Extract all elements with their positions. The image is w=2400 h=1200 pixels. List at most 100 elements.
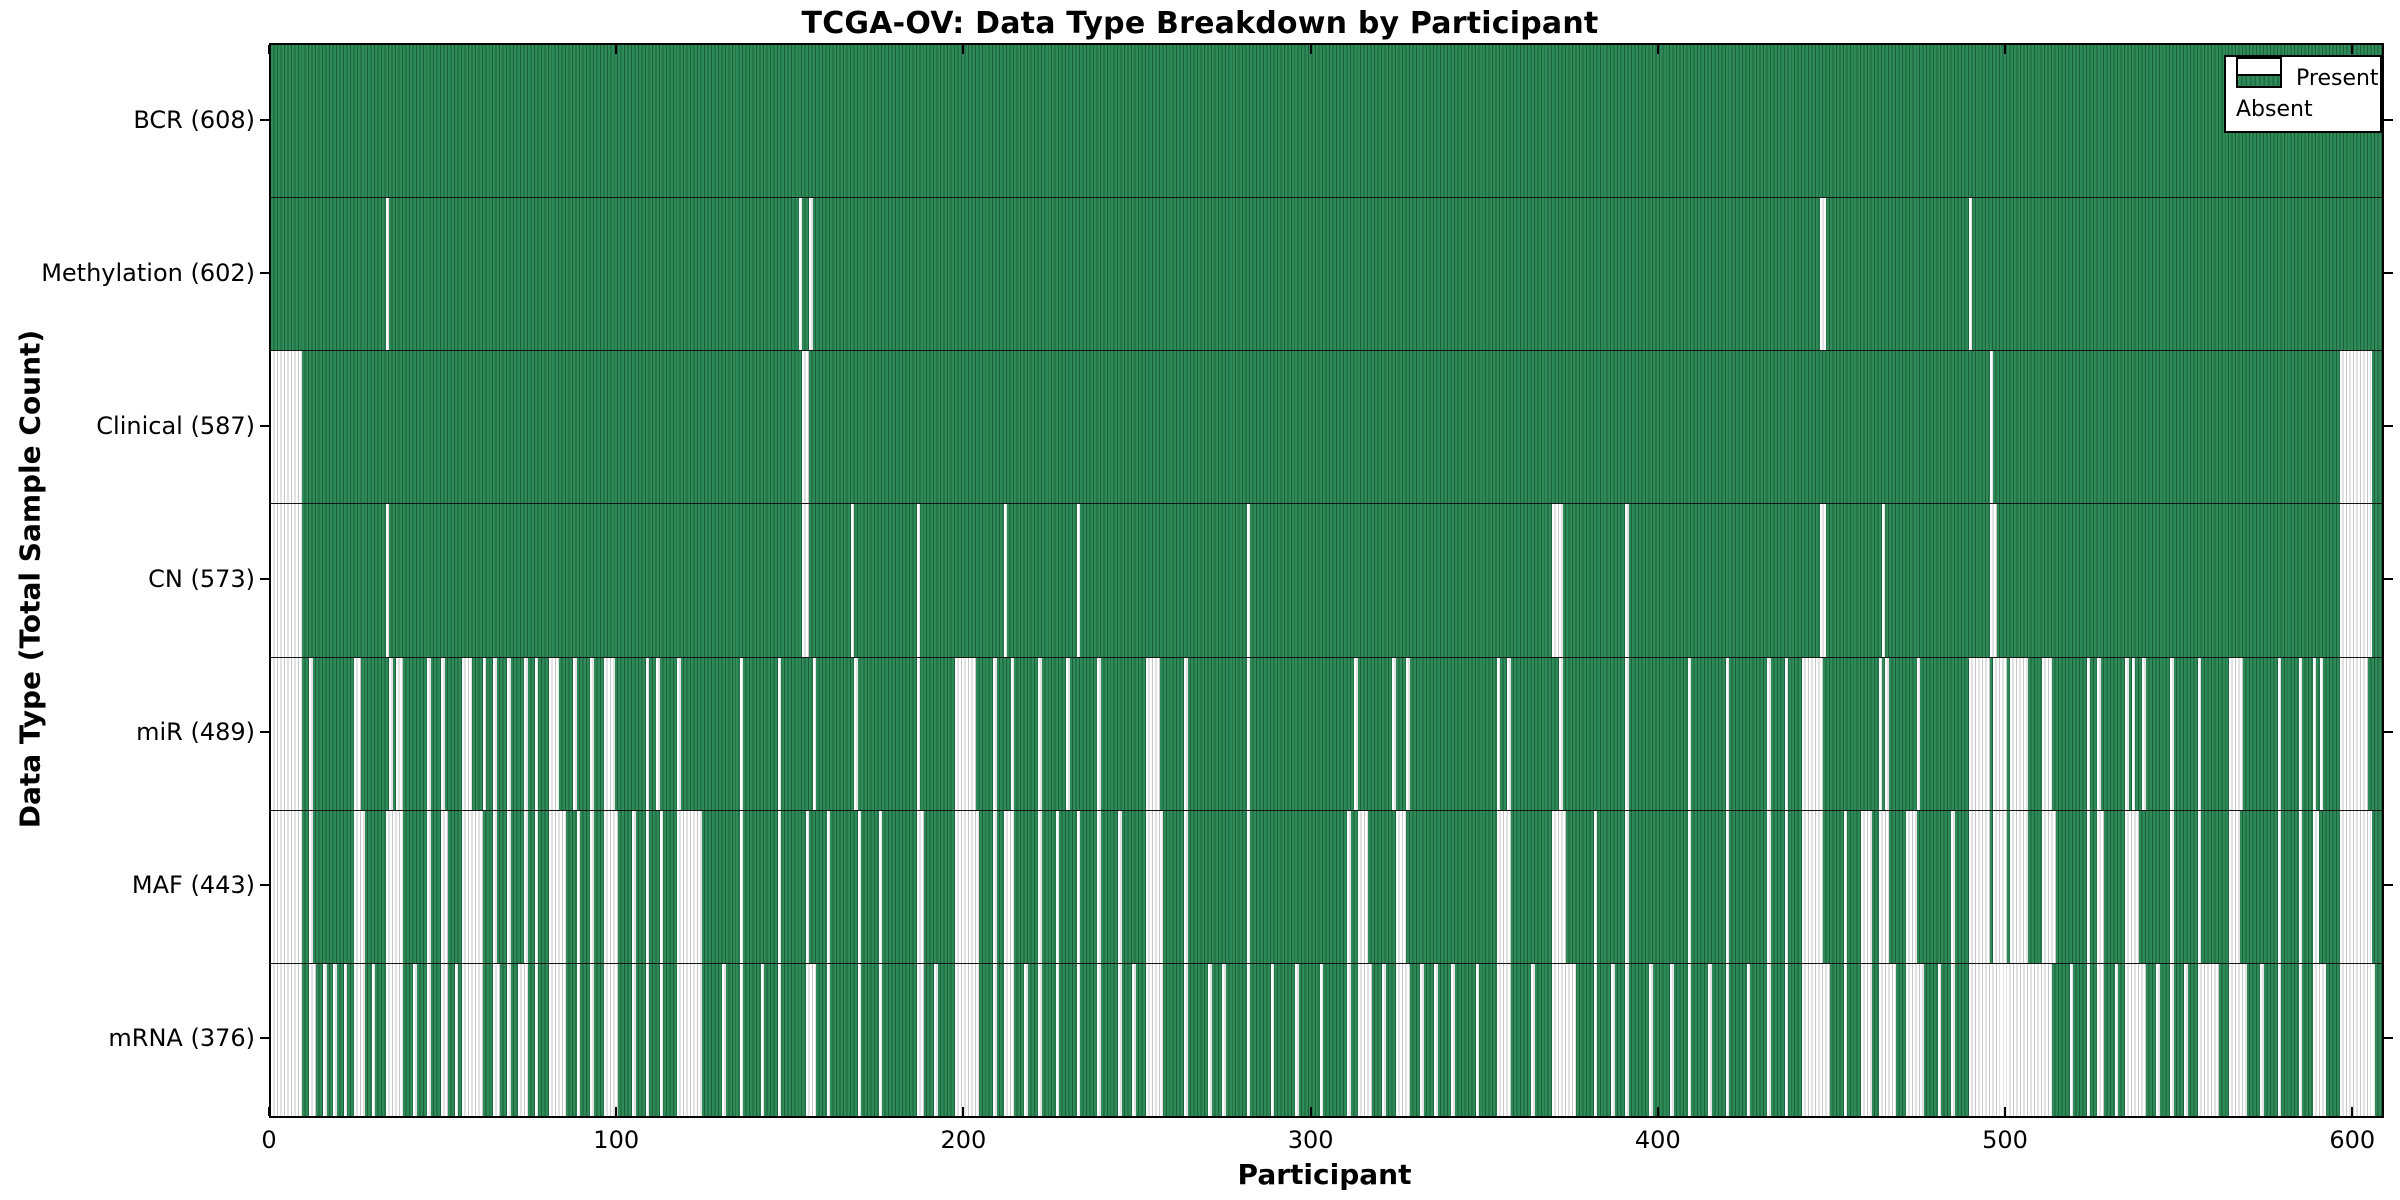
absent-segment xyxy=(802,351,810,504)
absent-segment xyxy=(1989,351,1994,504)
absent-segment xyxy=(1819,198,1827,351)
y-tick-label-Methylation: Methylation (602) xyxy=(41,258,255,287)
absent-segment xyxy=(1593,963,1598,1116)
absent-segment xyxy=(354,657,362,810)
absent-segment xyxy=(1767,810,1771,963)
absent-segment xyxy=(805,963,817,1116)
tick-mark xyxy=(2384,1036,2393,1039)
tick-mark xyxy=(2384,883,2393,886)
row-BCR xyxy=(271,45,2382,198)
absent-segment xyxy=(323,963,327,1116)
absent-segment xyxy=(1145,810,1164,963)
absent-segment xyxy=(461,963,483,1116)
absent-segment xyxy=(645,810,650,963)
absent-segment xyxy=(441,963,449,1116)
absent-segment xyxy=(2010,657,2028,810)
absent-segment xyxy=(2097,810,2105,963)
x-tick-label-300: 300 xyxy=(1287,1126,1334,1154)
tick-mark xyxy=(962,1107,965,1116)
absent-segment xyxy=(441,657,445,810)
absent-segment xyxy=(441,810,449,963)
absent-segment xyxy=(2277,810,2282,963)
absent-segment xyxy=(1132,963,1136,1116)
absent-segment xyxy=(271,351,303,504)
absent-segment xyxy=(1993,657,2007,810)
absent-segment xyxy=(798,198,803,351)
absent-segment xyxy=(461,657,473,810)
absent-segment xyxy=(1843,963,1848,1116)
absent-segment xyxy=(1246,810,1251,963)
absent-segment xyxy=(1406,657,1410,810)
absent-segment xyxy=(878,963,883,1116)
absent-segment xyxy=(659,963,664,1116)
tick-mark xyxy=(962,45,965,54)
y-tick-label-Clinical: Clinical (587) xyxy=(96,411,255,440)
absent-segment xyxy=(1118,963,1122,1116)
y-tick-label-BCR: BCR (608) xyxy=(133,105,255,134)
absent-segment xyxy=(2277,963,2282,1116)
absent-segment xyxy=(1746,963,1751,1116)
absent-segment xyxy=(2277,657,2282,810)
absent-segment xyxy=(677,810,702,963)
absent-segment xyxy=(1916,657,1921,810)
absent-segment xyxy=(1118,810,1122,963)
absent-segment xyxy=(1184,810,1188,963)
tick-mark xyxy=(260,118,269,121)
absent-segment xyxy=(878,810,883,963)
absent-segment xyxy=(1038,657,1042,810)
absent-segment xyxy=(645,657,650,810)
absent-segment xyxy=(271,963,303,1116)
absent-segment xyxy=(1246,657,1251,810)
absent-segment xyxy=(1097,810,1101,963)
absent-segment xyxy=(309,657,313,810)
absent-segment xyxy=(1295,963,1299,1116)
absent-segment xyxy=(1802,810,1823,963)
absent-segment xyxy=(1010,657,1014,810)
absent-segment xyxy=(1347,963,1351,1116)
absent-segment xyxy=(576,810,580,963)
absent-segment xyxy=(1937,963,1942,1116)
absent-segment xyxy=(1055,810,1060,963)
absent-segment xyxy=(954,657,976,810)
y-tick-label-CN: CN (573) xyxy=(148,564,255,593)
tick-mark xyxy=(268,1107,270,1116)
absent-segment xyxy=(2197,810,2202,963)
absent-segment xyxy=(777,657,782,810)
absent-segment xyxy=(826,963,830,1116)
y-tick-label-MAF: MAF (443) xyxy=(131,870,255,899)
absent-segment xyxy=(1076,504,1080,657)
absent-segment xyxy=(1208,963,1212,1116)
absent-segment xyxy=(1531,963,1535,1116)
absent-segment xyxy=(1687,657,1692,810)
absent-segment xyxy=(1878,657,1883,810)
absent-segment xyxy=(385,963,403,1116)
absent-segment xyxy=(1076,963,1080,1116)
absent-segment xyxy=(1038,963,1042,1116)
tick-mark xyxy=(2004,1107,2007,1116)
absent-segment xyxy=(993,810,997,963)
absent-segment xyxy=(1861,963,1872,1116)
absent-segment xyxy=(524,657,528,810)
absent-segment xyxy=(2086,657,2091,810)
x-tick-label-0: 0 xyxy=(261,1126,277,1154)
absent-segment xyxy=(309,810,313,963)
absent-segment xyxy=(1968,198,1973,351)
absent-segment xyxy=(576,963,580,1116)
absent-segment xyxy=(632,810,636,963)
absent-segment xyxy=(1861,810,1872,963)
absent-segment xyxy=(1649,963,1653,1116)
row-Clinical xyxy=(271,350,2382,504)
tick-mark xyxy=(2384,577,2393,580)
absent-segment xyxy=(1878,963,1896,1116)
absent-segment xyxy=(2184,963,2188,1116)
x-tick-label-500: 500 xyxy=(1982,1126,2028,1154)
absent-segment xyxy=(777,810,782,963)
absent-segment xyxy=(2041,810,2056,963)
absent-swatch-icon xyxy=(2236,57,2282,76)
tick-mark xyxy=(615,45,618,54)
absent-segment xyxy=(1097,657,1101,810)
absent-segment xyxy=(1420,963,1424,1116)
absent-segment xyxy=(590,810,594,963)
absent-segment xyxy=(2197,657,2202,810)
absent-segment xyxy=(482,657,487,810)
